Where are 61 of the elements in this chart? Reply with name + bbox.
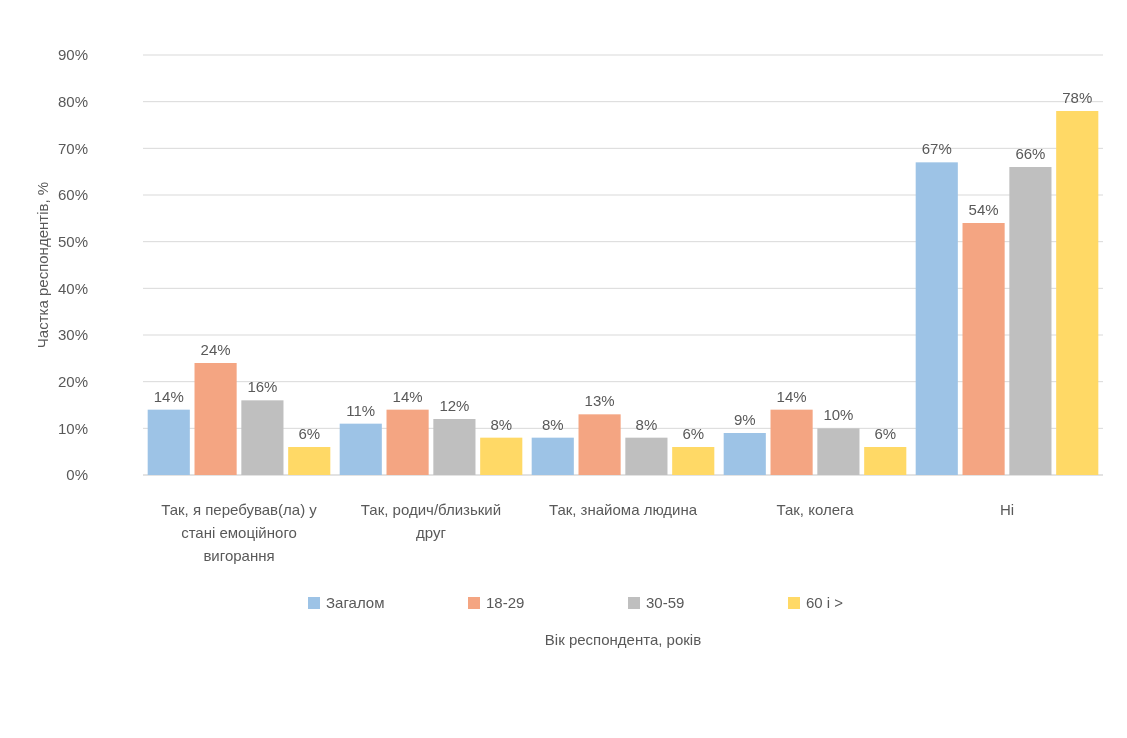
legend-label: 30-59 — [646, 594, 685, 611]
data-label: 66% — [1015, 145, 1046, 162]
data-label: 9% — [733, 411, 756, 428]
y-tick-label: 0% — [66, 466, 88, 484]
y-tick-label: 50% — [57, 232, 88, 250]
data-label: 14% — [392, 387, 423, 405]
y-tick-label: 90% — [57, 46, 88, 64]
data-label: 67% — [921, 140, 952, 158]
bar — [1009, 167, 1052, 475]
y-tick-label: 80% — [57, 92, 88, 110]
bar — [194, 363, 237, 475]
y-tick-label: 10% — [57, 419, 88, 437]
legend-label: 18-29 — [486, 594, 525, 611]
bar — [578, 414, 621, 475]
data-label: 8% — [635, 415, 658, 433]
x-tick-label: Ні — [999, 501, 1015, 518]
y-tick-label: 20% — [57, 372, 88, 390]
data-label: 24% — [200, 341, 231, 358]
data-label: 78% — [1062, 89, 1093, 106]
data-label: 8% — [541, 415, 564, 433]
bar — [147, 409, 190, 475]
bar — [962, 223, 1005, 475]
legend-label: Загалом — [326, 594, 385, 611]
data-label: 6% — [682, 425, 705, 442]
x-tick-label: Так, я перебував(ла) у стані емоційного вигорання — [161, 501, 318, 564]
data-label: 10% — [823, 406, 854, 424]
bar — [723, 433, 766, 475]
y-tick-label: 60% — [57, 186, 88, 204]
y-tick-label: 30% — [57, 326, 88, 344]
bar — [288, 447, 331, 475]
bar — [1056, 111, 1099, 475]
bar — [241, 400, 284, 475]
data-label: 13% — [584, 392, 615, 410]
y-tick-label: 40% — [57, 279, 88, 297]
data-label: 8% — [490, 415, 513, 433]
y-axis-title: Частка респондентів, % — [34, 181, 51, 349]
data-label: 11% — [346, 401, 376, 419]
data-label: 6% — [874, 425, 897, 442]
bar — [864, 447, 907, 475]
bar — [386, 409, 429, 475]
bar — [531, 437, 574, 475]
data-label: 6% — [298, 425, 321, 442]
x-tick-label: Так, колега — [776, 501, 855, 518]
data-label: 12% — [439, 397, 470, 414]
bar — [625, 437, 668, 475]
bar — [433, 419, 476, 475]
x-axis-title: Вік респондента, років — [544, 631, 702, 648]
bar — [817, 428, 860, 475]
data-label: 54% — [968, 201, 999, 218]
bar — [770, 409, 813, 475]
bar — [480, 437, 523, 475]
x-tick-label: Так, знайома людина — [548, 501, 698, 518]
y-tick-label: 70% — [57, 139, 88, 157]
data-label: 16% — [247, 378, 278, 396]
x-tick-label: Так, родич/близький друг — [360, 501, 502, 541]
bar — [672, 447, 715, 475]
data-label: 14% — [153, 387, 184, 405]
bar — [915, 162, 958, 475]
bar — [339, 423, 382, 475]
data-label: 14% — [776, 387, 807, 405]
legend-label: 60 і > — [806, 594, 844, 611]
